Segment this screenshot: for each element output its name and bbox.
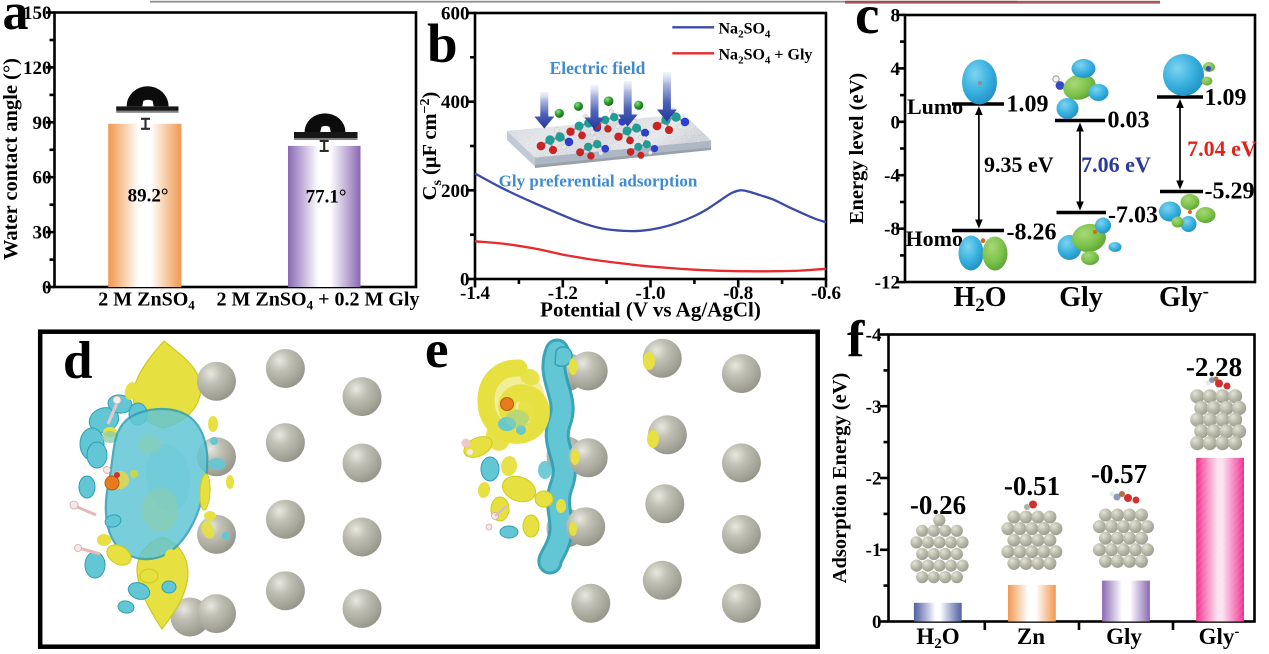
svg-text:-3: -3 (866, 397, 882, 418)
svg-text:-7.03: -7.03 (1108, 203, 1158, 229)
svg-text:90: 90 (33, 113, 52, 134)
svg-text:400: 400 (441, 92, 470, 113)
svg-text:c: c (855, 0, 879, 45)
svg-text:e: e (425, 321, 449, 379)
svg-text:4: 4 (891, 59, 901, 80)
svg-text:Gly-: Gly- (1159, 281, 1209, 313)
svg-text:-8: -8 (884, 219, 900, 240)
svg-text:-2.28: -2.28 (1186, 352, 1242, 382)
svg-text:Gly preferential adsorption: Gly preferential adsorption (499, 172, 698, 191)
svg-text:-1.4: -1.4 (460, 283, 491, 304)
svg-text:1.09: 1.09 (1205, 85, 1247, 111)
svg-text:89.2°: 89.2° (128, 186, 169, 207)
svg-text:Electric field: Electric field (550, 58, 646, 78)
svg-text:-0.51: -0.51 (1004, 471, 1060, 501)
svg-text:-1.0: -1.0 (635, 283, 665, 304)
svg-text:2 M ZnSO4 + 0.2 M Gly: 2 M ZnSO4 + 0.2 M Gly (217, 289, 420, 313)
svg-text:-0.26: -0.26 (910, 490, 966, 520)
svg-text:-1: -1 (866, 540, 882, 561)
svg-text:0: 0 (460, 270, 470, 291)
svg-text:-8.26: -8.26 (1007, 220, 1057, 246)
svg-text:Gly: Gly (1106, 624, 1142, 649)
svg-text:-0.6: -0.6 (811, 283, 841, 304)
svg-text:Zn: Zn (1017, 624, 1045, 649)
svg-text:Cs (μF cm−2): Cs (μF cm−2) (418, 92, 445, 201)
svg-text:-12: -12 (875, 273, 900, 294)
svg-text:120: 120 (23, 58, 52, 79)
svg-text:2 M ZnSO4: 2 M ZnSO4 (98, 289, 195, 313)
svg-text:0: 0 (42, 278, 52, 299)
svg-text:Na2SO4: Na2SO4 (719, 21, 771, 41)
svg-text:Gly-: Gly- (1199, 624, 1240, 649)
svg-text:-0.57: -0.57 (1091, 459, 1147, 489)
svg-text:b: b (427, 13, 458, 74)
svg-text:-2: -2 (866, 469, 882, 490)
svg-text:a: a (3, 0, 29, 41)
svg-text:d: d (63, 332, 92, 390)
svg-text:77.1°: 77.1° (306, 187, 347, 208)
svg-text:8: 8 (891, 5, 901, 26)
svg-text:Potential (V vs Ag/AgCl): Potential (V vs Ag/AgCl) (540, 298, 761, 322)
svg-text:150: 150 (23, 3, 52, 24)
svg-text:-5.29: -5.29 (1205, 179, 1255, 205)
svg-text:600: 600 (441, 4, 470, 25)
svg-text:Adsorption Energy (eV): Adsorption Energy (eV) (829, 373, 851, 584)
svg-text:60: 60 (33, 168, 52, 189)
svg-text:7.04 eV: 7.04 eV (1187, 136, 1257, 161)
svg-text:Energy level (eV): Energy level (eV) (846, 73, 868, 224)
svg-text:0.03: 0.03 (1108, 108, 1150, 134)
svg-text:0: 0 (891, 112, 901, 133)
svg-text:-4: -4 (866, 325, 882, 346)
svg-text:7.06 eV: 7.06 eV (1081, 152, 1151, 177)
svg-text:Water contact angle (°): Water contact angle (°) (0, 58, 22, 260)
svg-text:200: 200 (441, 181, 470, 202)
svg-text:-1.2: -1.2 (548, 283, 578, 304)
svg-text:H2O: H2O (953, 282, 1006, 316)
svg-text:-4: -4 (884, 166, 900, 187)
svg-text:f: f (847, 311, 865, 368)
svg-text:Homo: Homo (906, 226, 963, 251)
svg-text:0: 0 (872, 612, 882, 633)
svg-text:Gly: Gly (1059, 282, 1103, 313)
svg-text:9.35 eV: 9.35 eV (984, 152, 1054, 177)
svg-text:Lumo: Lumo (907, 94, 963, 119)
svg-text:30: 30 (33, 223, 52, 244)
svg-text:-0.8: -0.8 (723, 283, 753, 304)
svg-text:1.09: 1.09 (1007, 92, 1049, 118)
